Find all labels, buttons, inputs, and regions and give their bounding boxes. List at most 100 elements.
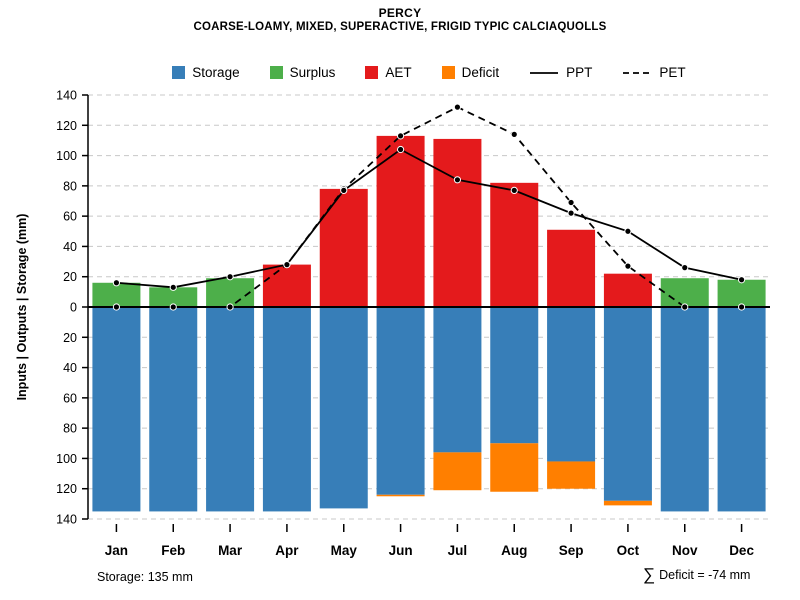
y-tick-label: 20	[63, 331, 77, 345]
y-tick-label: 80	[63, 422, 77, 436]
bar-surplus-dec	[717, 279, 766, 307]
legend-label-ppt: PPT	[566, 65, 593, 80]
x-tick-label-sep: Sep	[559, 543, 584, 558]
y-tick-label: 40	[63, 361, 77, 375]
legend-item-ppt: PPT	[529, 65, 592, 80]
bar-aet-apr	[262, 264, 311, 307]
legend-item-pet: PET	[622, 65, 686, 80]
legend-item-deficit: Deficit	[441, 65, 500, 80]
y-tick-label: 140	[56, 89, 77, 103]
legend-item-storage: Storage	[172, 65, 240, 80]
legend-item-aet: AET	[365, 65, 412, 80]
y-tick-label: 120	[56, 119, 77, 133]
chart-title: PERCY	[378, 6, 422, 20]
ppt-point-jun	[396, 145, 405, 154]
ppt-point-sep	[567, 209, 575, 217]
y-tick-label: 0	[70, 301, 77, 315]
x-tick-label-jun: Jun	[389, 543, 413, 558]
pet-point-jan	[112, 303, 121, 311]
storage-note: Storage: 135 mm	[97, 570, 193, 584]
bar-surplus-feb	[149, 287, 198, 307]
bar-storage-may	[319, 307, 368, 509]
legend-swatch-storage	[172, 66, 186, 79]
y-tick-label: 60	[63, 391, 77, 405]
bar-deficit-jul	[433, 452, 482, 491]
ppt-point-apr	[283, 261, 291, 269]
y-tick-label: 100	[56, 452, 77, 466]
ppt-point-jan	[112, 279, 121, 287]
x-tick-label-dec: Dec	[729, 543, 754, 558]
pet-point-nov	[681, 303, 689, 311]
x-tick-label-feb: Feb	[161, 543, 185, 558]
bar-aet-jun	[376, 135, 425, 307]
bar-deficit-aug	[490, 443, 539, 492]
legend-line-ppt	[530, 71, 559, 74]
bar-storage-dec	[717, 307, 766, 512]
bar-storage-mar	[206, 307, 255, 512]
bar-surplus-jan	[92, 282, 141, 307]
bar-storage-jan	[92, 307, 141, 512]
bar-storage-aug	[490, 307, 539, 444]
x-tick-label-jan: Jan	[105, 543, 128, 558]
x-tick-label-aug: Aug	[501, 543, 527, 558]
y-tick-label: 120	[56, 482, 77, 496]
bar-storage-sep	[547, 307, 596, 462]
bar-aet-oct	[603, 273, 652, 307]
pet-point-jul	[453, 103, 462, 111]
ppt-points	[112, 145, 746, 291]
bar-aet-sep	[547, 229, 596, 307]
ppt-point-dec	[737, 276, 746, 284]
y-tick-label: 80	[63, 179, 77, 193]
y-tick-label: 60	[63, 210, 77, 224]
bar-storage-jun	[376, 307, 425, 495]
legend-label-aet: AET	[385, 65, 412, 80]
deficit-text: Deficit = -74 mm	[659, 567, 751, 582]
x-tick-label-oct: Oct	[617, 543, 640, 558]
bar-storage-nov	[660, 307, 709, 512]
gridlines	[88, 94, 770, 520]
ppt-line	[116, 148, 742, 289]
y-tick-label: 40	[63, 240, 77, 254]
legend-swatch-deficit	[441, 66, 455, 79]
pet-point-feb	[169, 303, 177, 311]
bar-aet-aug	[490, 182, 539, 307]
legend-label-surplus: Surplus	[289, 65, 336, 80]
pet-point-aug	[510, 130, 518, 138]
ppt-point-aug	[510, 186, 518, 194]
x-tick-label-apr: Apr	[275, 543, 299, 558]
legend-item-surplus: Surplus	[269, 65, 336, 80]
bar-aet-may	[319, 188, 368, 307]
bar-deficit-sep	[547, 461, 596, 489]
ppt-point-oct	[624, 227, 632, 235]
legend-label-storage: Storage	[192, 65, 240, 80]
bar-storage-jul	[433, 307, 482, 453]
ppt-point-jul	[453, 176, 462, 184]
bar-deficit-oct	[603, 500, 652, 506]
bar-aet-jul	[433, 138, 482, 307]
y-tick-label: 140	[56, 513, 77, 527]
ppt-point-nov	[681, 264, 689, 272]
pet-point-oct	[624, 262, 632, 270]
x-tick-label-jul: Jul	[448, 543, 468, 558]
x-tick-label-may: May	[331, 543, 358, 558]
bar-surplus-mar	[206, 278, 255, 307]
bar-storage-apr	[262, 307, 311, 512]
legend-swatch-surplus	[269, 66, 283, 79]
ppt-point-feb	[169, 283, 177, 291]
bars	[92, 135, 766, 512]
pet-point-jun	[396, 132, 405, 140]
pet-point-sep	[567, 198, 575, 207]
x-axis: Jan Feb Mar Apr May Jun Jul Aug Sep Oct Nov Dec	[105, 524, 754, 558]
bar-deficit-jun	[376, 494, 425, 497]
x-tick-label-mar: Mar	[218, 543, 243, 558]
legend-swatch-aet	[365, 66, 379, 79]
x-tick-label-nov: Nov	[672, 543, 698, 558]
ppt-point-mar	[226, 273, 234, 281]
y-tick-label: 20	[63, 270, 77, 284]
bar-storage-feb	[149, 307, 198, 512]
bar-surplus-nov	[660, 278, 709, 307]
legend-label-deficit: Deficit	[461, 65, 500, 80]
pet-point-mar	[226, 303, 234, 311]
